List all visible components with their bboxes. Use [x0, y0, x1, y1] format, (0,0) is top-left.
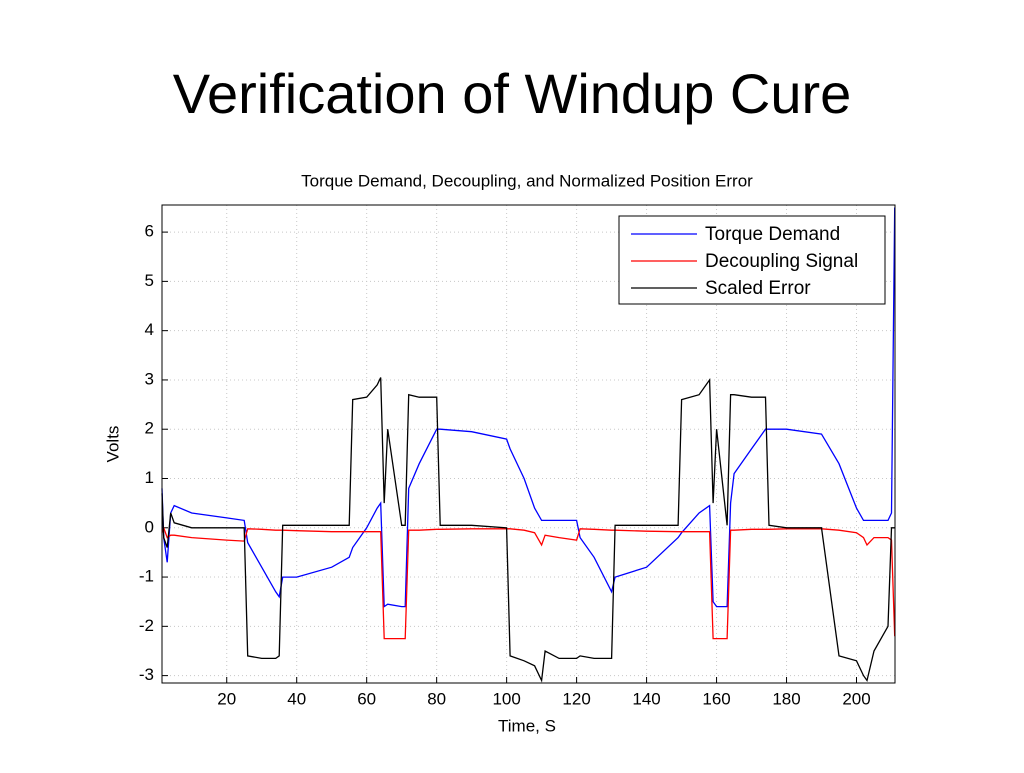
- y-tick-label: 2: [145, 419, 154, 438]
- chart-title: Torque Demand, Decoupling, and Normalize…: [301, 171, 753, 190]
- line-series: [161, 377, 895, 683]
- x-tick-label: 60: [357, 689, 376, 708]
- x-tick-label: 180: [772, 689, 800, 708]
- plot-frame: [161, 204, 896, 684]
- x-tick-label: 140: [632, 689, 660, 708]
- legend-label: Torque Demand: [705, 224, 840, 245]
- x-tick-label: 40: [287, 689, 306, 708]
- y-tick-label: 0: [145, 517, 154, 536]
- x-axis-label: Time, S: [498, 716, 556, 735]
- y-tick-label: -3: [139, 665, 154, 684]
- line-series: [161, 525, 896, 640]
- y-tick-label: 6: [145, 222, 154, 241]
- line-series: [161, 207, 896, 608]
- legend-box: [618, 215, 886, 305]
- y-tick-label: 4: [145, 320, 154, 339]
- x-tick-label: 100: [492, 689, 520, 708]
- slide-title: Verification of Windup Cure: [173, 62, 852, 125]
- x-tick-label: 160: [702, 689, 730, 708]
- y-tick-label: -2: [139, 616, 154, 635]
- y-tick-label: 5: [145, 271, 154, 290]
- x-tick-label: 200: [842, 689, 870, 708]
- legend-label: Scaled Error: [705, 278, 811, 299]
- x-tick-label: 20: [217, 689, 236, 708]
- x-tick-label: 80: [427, 689, 446, 708]
- legend-label: Decoupling Signal: [705, 251, 858, 272]
- x-tick-label: 120: [562, 689, 590, 708]
- y-tick-label: 1: [145, 468, 154, 487]
- y-tick-label: -1: [139, 567, 154, 586]
- y-tick-label: 3: [145, 369, 154, 388]
- y-axis-label: Volts: [103, 426, 122, 463]
